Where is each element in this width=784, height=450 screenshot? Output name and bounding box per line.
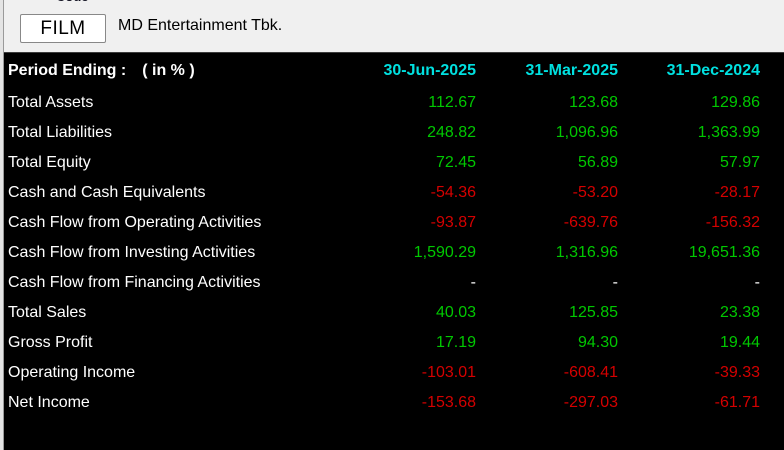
row-label: Cash Flow from Operating Activities <box>8 214 262 231</box>
row-value: 56.89 <box>577 154 618 171</box>
company-name: MD Entertainment Tbk. <box>118 17 283 34</box>
table-row: Total Liabilities 248.82 1,096.96 1,363.99 <box>4 118 784 148</box>
period-ending-label: Period Ending :( in % ) <box>8 61 195 79</box>
row-label: Cash and Cash Equivalents <box>8 184 206 201</box>
row-value: -28.17 <box>714 184 760 201</box>
row-value: -156.32 <box>705 214 760 231</box>
row-label: Total Sales <box>8 304 87 321</box>
row-value: 40.03 <box>435 304 476 321</box>
row-value: -39.33 <box>714 364 760 381</box>
row-value: 248.82 <box>427 124 476 141</box>
row-value: - <box>612 274 618 291</box>
table-row: Cash Flow from Investing Activities 1,590… <box>4 238 784 268</box>
row-value: 19,651.36 <box>688 244 760 261</box>
row-value: 1,363.99 <box>697 124 760 141</box>
row-value: 1,316.96 <box>555 244 618 261</box>
row-value: 112.67 <box>428 94 476 111</box>
row-value: 123.68 <box>569 94 618 111</box>
row-value: 94.30 <box>577 334 618 351</box>
table-row: Gross Profit 17.19 94.30 19.44 <box>4 328 784 358</box>
row-value: 23.38 <box>719 304 760 321</box>
stock-code-input[interactable] <box>20 14 106 43</box>
row-value: 72.45 <box>435 154 476 171</box>
period-column-header: 30-Jun-2025 <box>383 61 477 79</box>
row-value: -61.71 <box>714 394 760 411</box>
row-value: -297.03 <box>563 394 618 411</box>
row-value: -103.01 <box>421 364 476 381</box>
row-label: Total Liabilities <box>8 124 113 141</box>
table-header-row: Period Ending :( in % ) 30-Jun-2025 31-M… <box>4 53 784 88</box>
table-row: Operating Income -103.01 -608.41 -39.33 <box>4 358 784 388</box>
ratio-table: Period Ending :( in % ) 30-Jun-2025 31-M… <box>4 53 784 450</box>
table-row: Total Sales 40.03 125.85 23.38 <box>4 298 784 328</box>
row-label: Total Assets <box>8 94 94 111</box>
row-label: Cash Flow from Financing Activities <box>8 274 261 291</box>
row-value: -54.36 <box>430 184 476 201</box>
row-value: -153.68 <box>421 394 476 411</box>
row-value: - <box>470 274 476 291</box>
row-value: - <box>754 274 760 291</box>
code-field-label: Code <box>56 0 100 4</box>
row-label: Gross Profit <box>8 334 93 351</box>
row-value: 1,590.29 <box>413 244 476 261</box>
table-body: Total Assets 112.67 123.68 129.86 Total Liab… <box>4 88 784 418</box>
row-value: 57.97 <box>719 154 760 171</box>
period-column-header: 31-Mar-2025 <box>525 61 619 79</box>
row-value: 17.19 <box>435 334 476 351</box>
row-value: -93.87 <box>430 214 476 231</box>
row-value: 19.44 <box>719 334 760 351</box>
table-row: Cash Flow from Financing Activities - - - <box>4 268 784 298</box>
table-row: Total Assets 112.67 123.68 129.86 <box>4 88 784 118</box>
row-label: Total Equity <box>8 154 91 171</box>
row-label: Cash Flow from Investing Activities <box>8 244 256 261</box>
row-value: -53.20 <box>572 184 618 201</box>
table-row: Cash and Cash Equivalents -54.36 -53.20 -28… <box>4 178 784 208</box>
row-value: 125.85 <box>569 304 618 321</box>
window-left-edge <box>0 0 4 450</box>
table-row: Cash Flow from Operating Activities -93.8… <box>4 208 784 238</box>
table-row: Total Equity 72.45 56.89 57.97 <box>4 148 784 178</box>
table-row: Net Income -153.68 -297.03 -61.71 <box>4 388 784 418</box>
top-bar: Code MD Entertainment Tbk. <box>4 0 784 53</box>
period-column-header: 31-Dec-2024 <box>666 61 760 79</box>
row-value: -608.41 <box>563 364 618 381</box>
row-label: Operating Income <box>8 364 136 381</box>
row-value: 1,096.96 <box>555 124 618 141</box>
row-value: 129.86 <box>711 94 760 111</box>
row-value: -639.76 <box>563 214 618 231</box>
row-label: Net Income <box>8 394 90 411</box>
